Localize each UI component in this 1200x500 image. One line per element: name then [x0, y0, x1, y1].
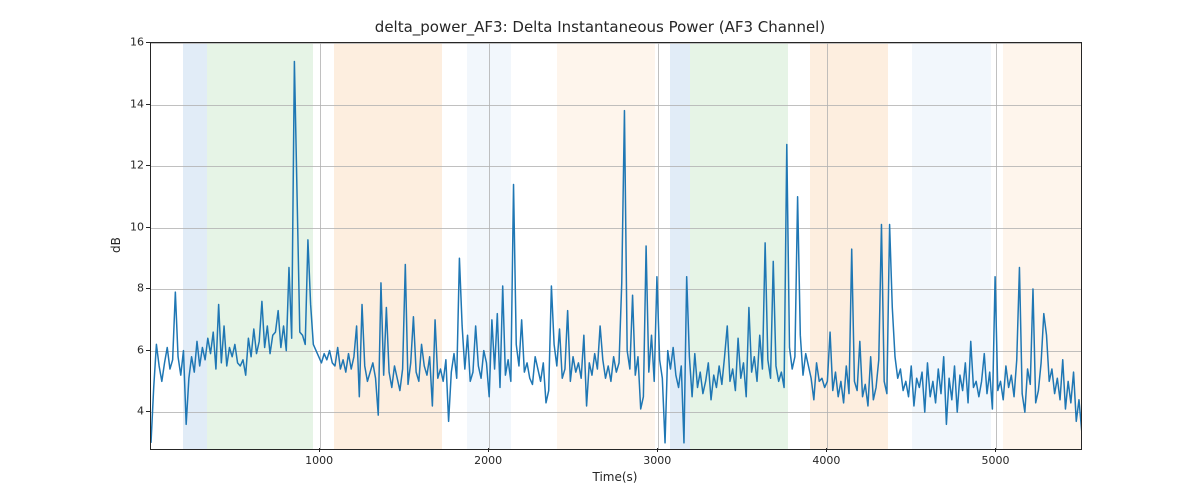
y-tick-mark	[146, 227, 150, 228]
y-tick-label: 10	[104, 220, 144, 233]
x-axis-label: Time(s)	[150, 470, 1080, 484]
x-tick-mark	[657, 448, 658, 452]
y-tick-label: 12	[104, 159, 144, 172]
x-tick-mark	[319, 448, 320, 452]
x-tick-label: 3000	[643, 454, 671, 467]
x-tick-label: 5000	[981, 454, 1009, 467]
y-tick-mark	[146, 104, 150, 105]
chart-title: delta_power_AF3: Delta Instantaneous Pow…	[0, 18, 1200, 36]
y-tick-label: 16	[104, 36, 144, 49]
y-tick-label: 6	[104, 343, 144, 356]
y-tick-mark	[146, 411, 150, 412]
x-tick-mark	[488, 448, 489, 452]
y-tick-label: 14	[104, 97, 144, 110]
y-tick-label: 8	[104, 282, 144, 295]
x-tick-mark	[826, 448, 827, 452]
line-series	[151, 43, 1081, 449]
y-tick-mark	[146, 165, 150, 166]
y-tick-label: 4	[104, 405, 144, 418]
x-tick-label: 2000	[474, 454, 502, 467]
x-tick-label: 1000	[305, 454, 333, 467]
y-tick-mark	[146, 288, 150, 289]
y-tick-mark	[146, 350, 150, 351]
figure: delta_power_AF3: Delta Instantaneous Pow…	[0, 0, 1200, 500]
x-tick-label: 4000	[812, 454, 840, 467]
x-tick-mark	[995, 448, 996, 452]
y-tick-mark	[146, 42, 150, 43]
plot-area	[150, 42, 1082, 450]
data-line	[151, 61, 1081, 442]
